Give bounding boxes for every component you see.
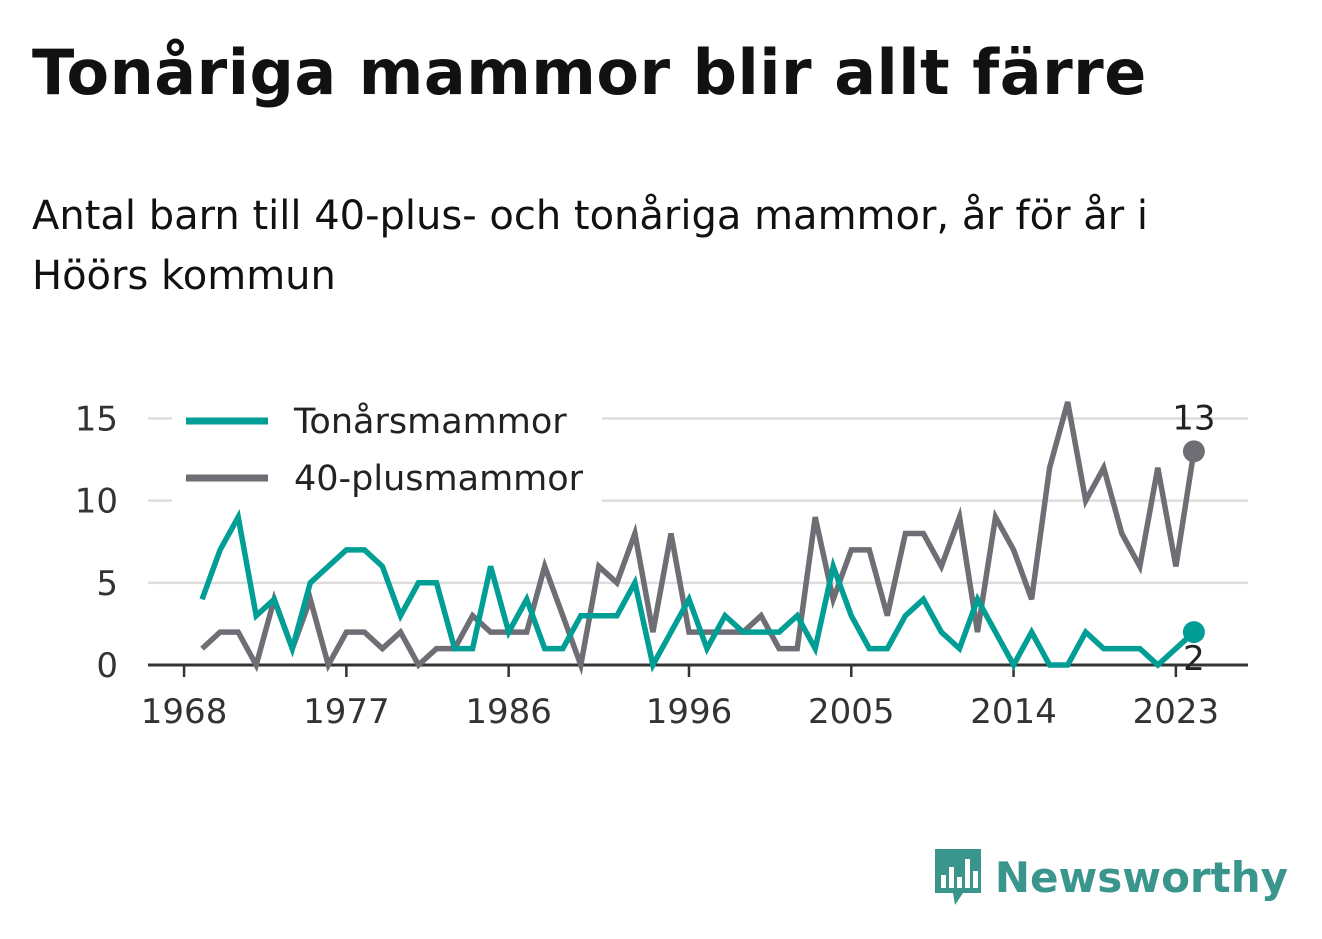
x-axis-ticks: 1968 1977 1986 1996 2005 2014 2023: [141, 665, 1219, 732]
legend: Tonårsmammor 40-plusmammor: [172, 398, 602, 508]
legend-label: 40-plusmammor: [294, 459, 584, 499]
brand-name: Newsworthy: [994, 852, 1288, 902]
series-line-40-plusmammor: [200, 401, 1197, 676]
x-tick-label: 1968: [141, 692, 228, 732]
y-tick-label: 10: [75, 482, 118, 522]
bar-chart-speech-bubble-icon: [934, 849, 981, 905]
chart-title: Tonåriga mammor blir allt färre: [32, 36, 1147, 109]
newsworthy-logo: Newsworthy: [933, 847, 1288, 907]
end-point: [1182, 621, 1205, 644]
end-value-label: 2: [1183, 639, 1205, 679]
y-axis-ticks: 0 5 10 15: [75, 399, 118, 686]
y-tick-label: 5: [96, 564, 118, 604]
line-chart: 0 5 10 15 1968 1977 1986 1996 2005 2014 2023 Tonå…: [75, 398, 1248, 732]
series-lines: [199, 401, 1197, 676]
x-tick-label: 1977: [303, 692, 390, 732]
legend-label: Tonårsmammor: [293, 401, 567, 442]
end-point: [1182, 440, 1205, 463]
x-tick-label: 2005: [808, 692, 895, 732]
y-tick-label: 15: [75, 399, 118, 439]
end-points: 2 13: [1172, 398, 1215, 679]
series-line-tonarsmammor: [199, 509, 1196, 673]
legend-background: [172, 398, 602, 508]
chart-subtitle: Antal barn till 40-plus- och tonåriga ma…: [32, 193, 1149, 299]
y-tick-label: 0: [96, 646, 118, 686]
x-tick-label: 2023: [1133, 692, 1220, 732]
x-tick-label: 2014: [970, 692, 1057, 732]
x-tick-label: 1996: [646, 692, 733, 732]
x-tick-label: 1986: [465, 692, 552, 732]
end-value-label: 13: [1172, 398, 1215, 438]
